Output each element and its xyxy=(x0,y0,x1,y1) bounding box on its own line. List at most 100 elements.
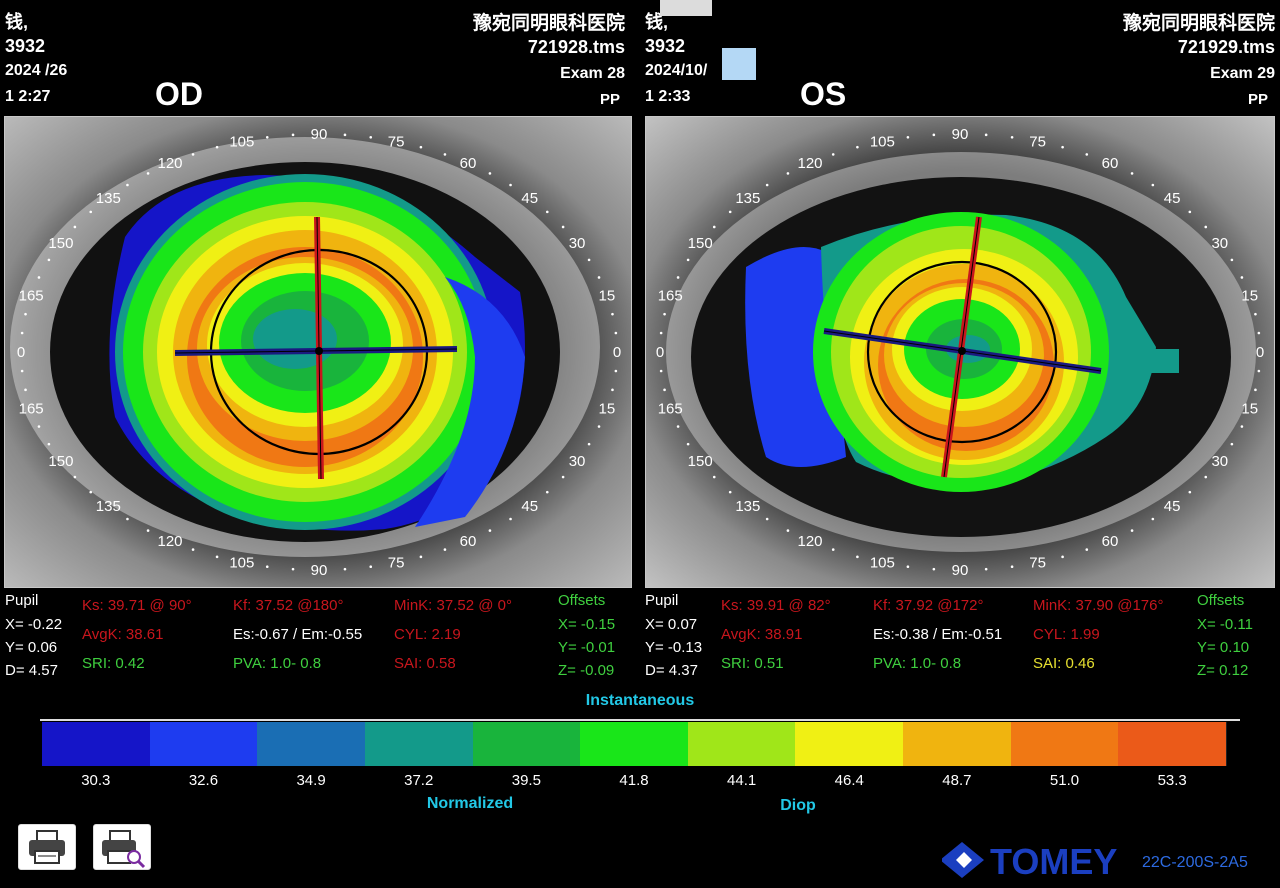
dial-tick xyxy=(676,276,680,279)
dial-tick xyxy=(443,153,447,156)
dial-tick xyxy=(191,153,195,156)
offset-x-os: X= -0.11 xyxy=(1197,616,1254,633)
dial-tick xyxy=(291,567,295,571)
dial-tick xyxy=(24,388,27,392)
patient-name-od: 钱, xyxy=(5,12,29,32)
dial-angle-label: 45 xyxy=(521,190,538,207)
dial-tick xyxy=(932,567,936,571)
offset-y-os: Y= 0.10 xyxy=(1197,639,1250,656)
patient-name-os: 钱, xyxy=(645,12,669,32)
dial-tick xyxy=(984,567,988,571)
exam-time-os: 1 2:33 xyxy=(645,88,691,105)
dial-angle-label: 0 xyxy=(1256,344,1264,361)
dial-tick xyxy=(1085,548,1089,551)
dial-tick xyxy=(611,388,614,392)
dial-tick xyxy=(1254,388,1257,392)
dial-tick xyxy=(1204,225,1208,229)
color-scale-values: 30.3 32.6 34.9 37.2 39.5 41.8 44.1 46.4 48.7 51.0… xyxy=(42,772,1226,792)
dial-angle-label: 120 xyxy=(797,533,822,550)
dial-tick xyxy=(611,312,614,316)
sri-os: SRI: 0.51 xyxy=(721,655,784,672)
dial-angle-label: 105 xyxy=(870,555,895,572)
pva-os: PVA: 1.0- 0.8 xyxy=(873,655,962,672)
dial-tick xyxy=(126,517,129,521)
legend-value: 46.4 xyxy=(834,772,864,789)
print-button[interactable] xyxy=(18,824,76,870)
dial-tick xyxy=(291,133,295,137)
dial-angle-label: 45 xyxy=(1164,498,1181,515)
exam-time-od: 1 2:27 xyxy=(5,88,51,105)
dial-angle-label: 150 xyxy=(48,453,73,470)
dial-angle-label: 75 xyxy=(388,555,405,572)
dial-tick xyxy=(831,153,835,156)
sai-od: SAI: 0.58 xyxy=(394,655,456,672)
dial-tick xyxy=(932,133,936,137)
dial-tick xyxy=(1240,276,1244,279)
dial-angle-label: 90 xyxy=(311,562,328,579)
dial-tick xyxy=(509,517,512,521)
legend-value: 48.7 xyxy=(942,772,972,789)
dial-tick xyxy=(906,565,910,568)
dial-angle-label: 90 xyxy=(952,562,969,579)
normalized-label[interactable]: Normalized xyxy=(426,795,514,812)
dial-angle-label: 75 xyxy=(388,133,405,150)
offsets-title-od: Offsets xyxy=(558,592,606,609)
legend-swatch xyxy=(257,722,366,766)
dial-angle-label: 165 xyxy=(658,400,683,417)
dial-angle-label: 105 xyxy=(229,555,254,572)
dial-angle-label: 75 xyxy=(1029,133,1046,150)
legend-value: 30.3 xyxy=(81,772,111,789)
offsets-title-os: Offsets xyxy=(1197,592,1245,609)
dial-angle-label: 60 xyxy=(460,533,477,550)
avgk-os: AvgK: 38.91 xyxy=(721,626,803,643)
dial-tick xyxy=(37,425,41,428)
legend-swatch xyxy=(472,722,582,766)
exam-date-os: 2024/10/ xyxy=(645,62,708,79)
topography-map-os[interactable]: 0 15 30 45 60 75 90 105 120 135 150 165 0 165 150 135 12… xyxy=(645,116,1275,588)
dial-angle-label: 0 xyxy=(17,344,25,361)
dial-tick xyxy=(1010,136,1014,139)
dial-angle-label: 135 xyxy=(96,190,121,207)
offset-y-od: Y= -0.01 xyxy=(558,639,616,656)
dial-angle-label: 60 xyxy=(460,155,477,172)
dial-tick xyxy=(561,225,565,229)
dial-tick xyxy=(831,548,835,551)
dial-tick xyxy=(215,145,219,149)
mode-od: PP xyxy=(599,91,620,108)
topography-map-od[interactable]: 0 15 30 45 60 75 90 105 120 135 150 165 0 165 150 135 12… xyxy=(4,116,632,588)
legend-divider xyxy=(40,719,1240,721)
dial-tick xyxy=(369,565,373,568)
dial-tick xyxy=(1010,565,1014,568)
mink-od: MinK: 37.52 @ 0° xyxy=(394,597,512,614)
legend-title: Instantaneous xyxy=(585,692,695,709)
pupil-x-od: X= -0.22 xyxy=(5,616,63,633)
dial-tick xyxy=(1188,210,1192,214)
dial-tick xyxy=(856,145,859,149)
dial-tick xyxy=(1254,312,1257,316)
diop-label[interactable]: Diop xyxy=(780,797,816,814)
dial-tick xyxy=(906,136,910,139)
dial-tick xyxy=(587,258,591,262)
mode-os: PP xyxy=(1247,91,1268,108)
color-scale-bar xyxy=(42,722,1227,766)
legend-value: 32.6 xyxy=(188,772,219,789)
pupil-y-od: Y= 0.06 xyxy=(5,639,58,656)
legend-value: 37.2 xyxy=(404,772,434,789)
dial-angle-label: 30 xyxy=(569,453,586,470)
exam-number-od: Exam 28 xyxy=(560,65,625,82)
dial-tick xyxy=(343,567,347,571)
dial-tick xyxy=(1257,331,1261,335)
print-preview-button[interactable] xyxy=(93,824,151,870)
pupil-d-od: D= 4.57 xyxy=(5,662,58,679)
legend-swatch xyxy=(580,722,689,766)
dial-angle-label: 30 xyxy=(569,235,586,252)
dial-angle-label: 165 xyxy=(658,288,683,305)
dial-tick xyxy=(1230,442,1234,446)
dial-angle-label: 165 xyxy=(19,288,44,305)
dial-tick xyxy=(1130,529,1134,532)
dial-tick xyxy=(146,172,150,175)
dial-tick xyxy=(419,555,423,559)
dial-angle-label: 120 xyxy=(797,155,822,172)
dial-tick xyxy=(587,442,591,446)
dial-tick xyxy=(663,312,666,316)
